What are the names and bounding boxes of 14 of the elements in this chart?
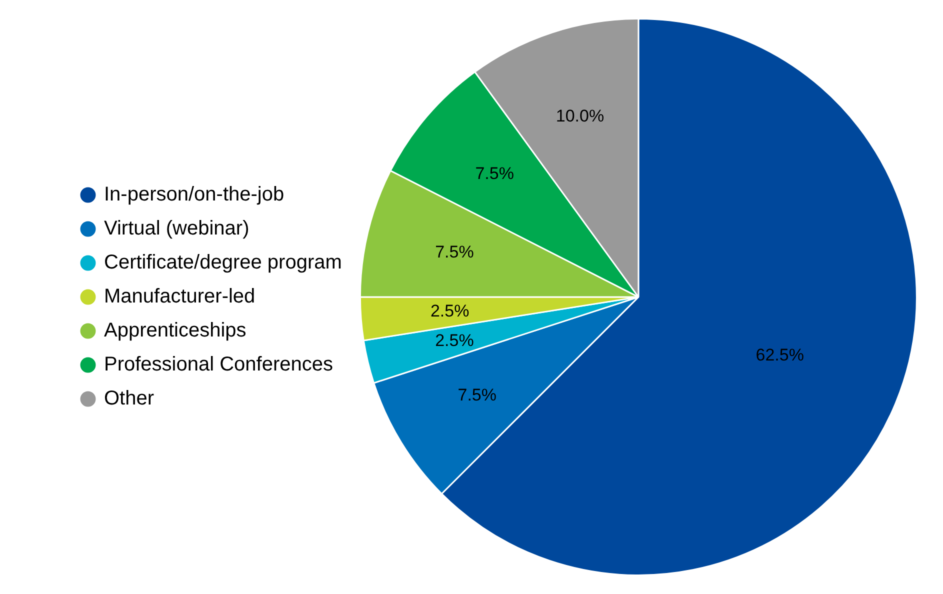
data-label: 7.5% <box>458 386 496 405</box>
legend-label: In-person/on-the-job <box>104 184 284 206</box>
data-label: 7.5% <box>475 164 514 183</box>
legend-label: Professional Conferences <box>104 354 334 376</box>
legend-label: Virtual (webinar) <box>104 218 250 240</box>
legend-label: Other <box>104 388 154 410</box>
data-label: 10.0% <box>556 106 604 126</box>
data-label: 2.5% <box>435 330 474 350</box>
legend-label: Certificate/degree program <box>104 252 342 274</box>
legend-label: Apprenticeships <box>104 320 246 342</box>
data-label: 7.5% <box>435 242 474 262</box>
data-label: 62.5% <box>756 345 804 364</box>
data-label: 2.5% <box>430 302 470 321</box>
legend-label: Manufacturer-led <box>104 286 256 308</box>
